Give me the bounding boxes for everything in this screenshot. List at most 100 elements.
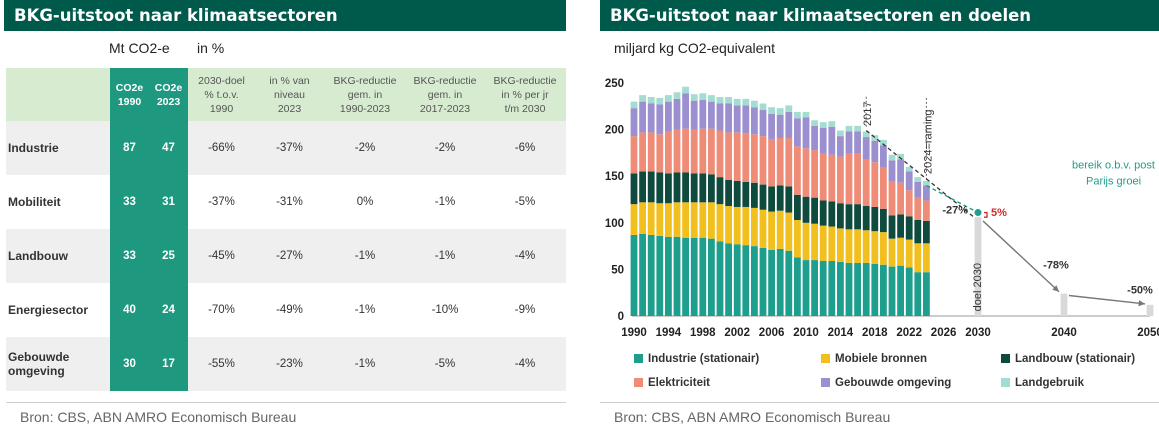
bar-segment <box>862 137 870 160</box>
bar-segment <box>759 110 767 137</box>
bar-segment <box>759 247 767 316</box>
bar-segment <box>811 150 818 198</box>
red-2017-2023-cell: -1% <box>434 196 456 208</box>
bar-segment <box>888 215 896 239</box>
bar-segment <box>665 101 672 132</box>
legend-label: Industrie (stationair) <box>648 353 759 365</box>
bar-segment <box>785 137 793 187</box>
bar-segment <box>819 200 827 226</box>
doel-2030-cell: -55% <box>188 337 255 391</box>
red-per-jr-cell: -4% <box>484 337 566 391</box>
bar-segment <box>733 132 741 181</box>
bar-segment <box>923 185 930 201</box>
bar-segment <box>673 172 681 203</box>
bar-segment <box>776 108 784 115</box>
bar-segment <box>673 236 681 316</box>
bar-segment <box>656 104 664 135</box>
bar-segment <box>768 113 775 139</box>
bar-segment <box>682 86 689 94</box>
bar-segment <box>733 244 741 316</box>
x-tick-label: 2022 <box>896 327 922 339</box>
right-panel: BKG-uitstoot naar klimaatsectoren en doe… <box>596 0 1159 434</box>
legend-swatch <box>634 378 643 387</box>
bar-segment <box>776 185 784 211</box>
bar-segment <box>708 95 715 102</box>
bar-segment <box>647 202 655 235</box>
bar-segment <box>742 245 750 316</box>
bar-segment <box>647 171 655 203</box>
y-tick-label: 150 <box>605 171 624 183</box>
bar-segment <box>776 137 784 186</box>
bar-segment <box>802 148 810 197</box>
bar-segment <box>656 134 664 173</box>
bar-segment <box>673 129 681 173</box>
bar-segment <box>716 130 724 178</box>
arrow-2030-2040-head <box>1052 285 1059 292</box>
bar-segment <box>871 263 879 316</box>
bar-segment <box>733 105 741 133</box>
bar-segment <box>733 98 741 106</box>
sector-cell: Gebouwde omgeving <box>6 337 110 391</box>
bar-segment <box>708 202 715 239</box>
bar-segment <box>725 179 732 207</box>
header-red-2017-2023: BKG-reductie gem. in 2017-2023 <box>406 68 484 121</box>
bar-segment <box>914 220 922 244</box>
bar-segment <box>880 167 887 209</box>
bar-segment <box>716 96 724 104</box>
bar-segment <box>751 182 758 208</box>
bar-segment <box>905 190 913 217</box>
bar-segment <box>742 98 750 106</box>
left-title: BKG-uitstoot naar klimaatsectoren <box>4 0 566 31</box>
co2-1990-cell: 40 <box>110 283 149 337</box>
bar-segment <box>897 182 904 215</box>
bar-segment <box>794 194 801 221</box>
bar-segment <box>897 159 904 183</box>
bar-segment <box>854 204 861 230</box>
bar-segment <box>811 223 818 261</box>
bar-segment <box>914 197 922 221</box>
left-panel: BKG-uitstoot naar klimaatsectoren Mt CO2… <box>0 0 566 434</box>
bar-segment <box>776 210 784 249</box>
right-source: Bron: CBS, ABN AMRO Economisch Bureau <box>614 409 891 425</box>
emissions-chart: 0 50 100 150 200 250 1990 1994 1998 2002 2006 2010 2… <box>605 78 1159 389</box>
bar-segment <box>923 180 930 186</box>
bar-segment <box>742 133 750 182</box>
bar-segment <box>785 250 793 316</box>
sector-cell: Mobiliteit <box>8 195 61 209</box>
doel-2030-cell: -37% <box>208 196 235 208</box>
bar-segment <box>699 93 707 100</box>
bar-segment <box>690 94 698 101</box>
pct-2023-cell: -27% <box>255 229 324 283</box>
bar-segment <box>862 159 870 207</box>
bar-segment <box>888 266 896 316</box>
red-2017-2023-cell: -1% <box>406 229 484 283</box>
bar-segment <box>751 246 758 316</box>
bar-segment <box>862 262 870 316</box>
x-tick-label: 2006 <box>759 327 785 339</box>
bar-segment <box>897 153 904 160</box>
bar-segment <box>828 201 836 227</box>
bar-segment <box>837 203 844 229</box>
bar-segment <box>725 103 732 133</box>
bar-segment <box>871 231 879 264</box>
pct-label-2050: -50% <box>1127 285 1153 297</box>
doel-2030-label: doel 2030 <box>972 263 984 311</box>
bar-segment <box>880 145 887 168</box>
red-1990-2023-cell: -1% <box>354 304 376 316</box>
bar-segment <box>656 203 664 236</box>
bar-segment <box>708 101 715 129</box>
bar-segment <box>802 196 810 223</box>
emissions-table: CO2e 1990 CO2e 2023 2030-doel % t.o.v. 1… <box>6 68 566 391</box>
bar-segment <box>647 96 655 104</box>
bar-segment <box>768 186 775 212</box>
co2-1990-cell: 30 <box>110 337 149 391</box>
trend-line-dashed <box>865 130 975 218</box>
bar-segment <box>776 248 784 316</box>
bar-segment <box>923 220 930 244</box>
bar-segment <box>837 136 844 157</box>
bar-segment <box>699 202 707 238</box>
bar-segment <box>716 241 724 316</box>
bar-segment <box>888 181 896 216</box>
bar-segment <box>759 103 767 111</box>
bar-segment <box>914 243 922 273</box>
